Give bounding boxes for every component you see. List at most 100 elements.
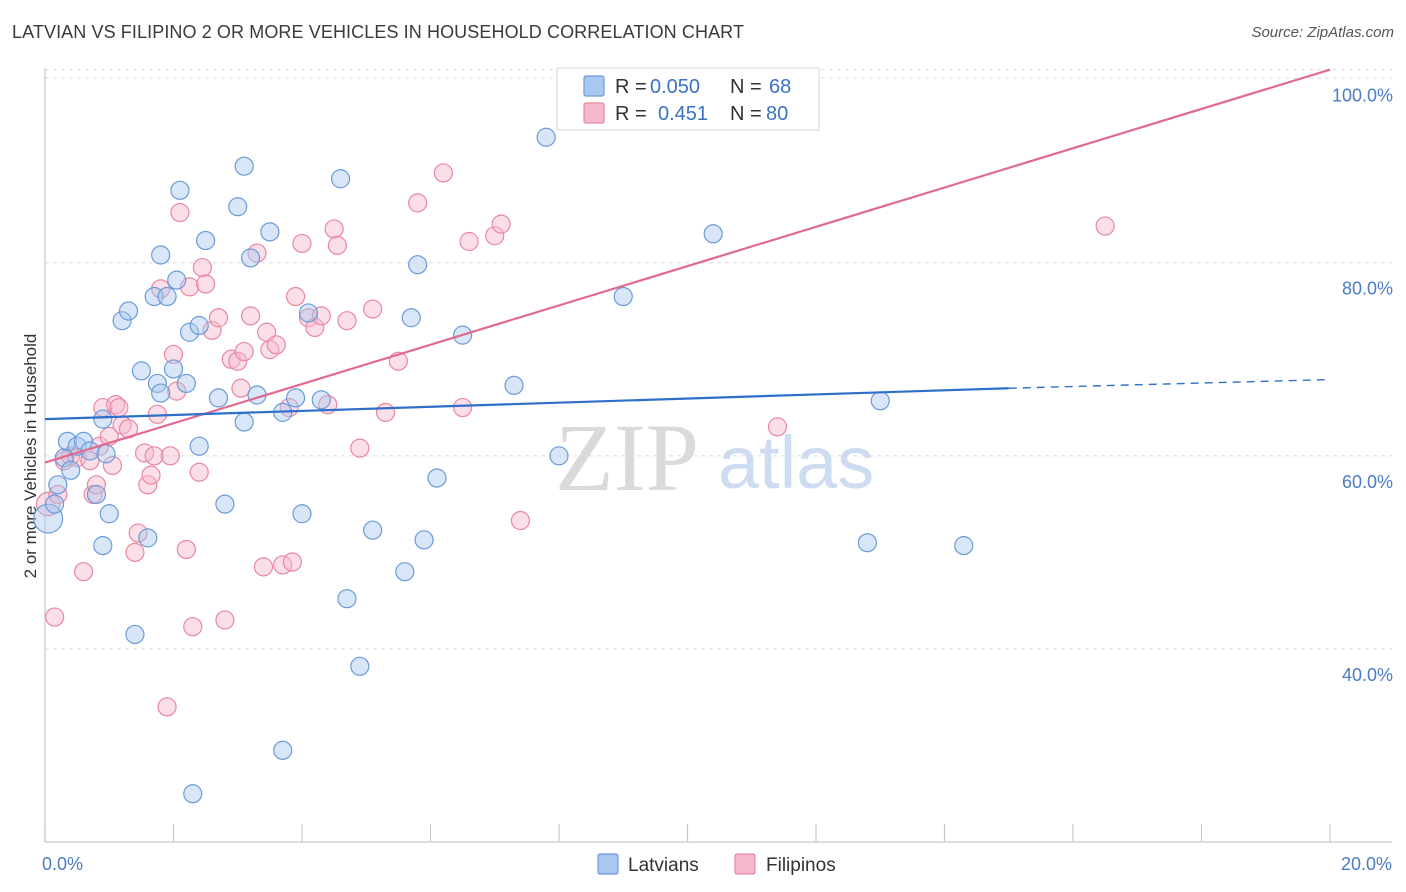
y-tick-label-100: 100.0% (1332, 86, 1393, 106)
latvian-point (45, 494, 65, 514)
latvian-point (330, 169, 351, 189)
filipino-point (337, 311, 357, 331)
latvian-point (857, 533, 878, 553)
filipino-point (241, 306, 261, 326)
latvian-point (234, 156, 254, 176)
legend-series: Latvians Filipinos (597, 853, 836, 876)
filipino-point (176, 539, 196, 560)
latvian-point (350, 656, 370, 676)
filipino-point (228, 351, 248, 371)
latvian-point (298, 303, 319, 323)
filipino-point (189, 462, 209, 482)
latvian-point (363, 520, 383, 540)
filipino-point (45, 607, 65, 627)
latvian-point (536, 127, 556, 147)
legend-filipino-n-label: N = (730, 103, 762, 125)
filipino-point (459, 231, 479, 252)
legend-filipino-r-value: 0.451 (658, 103, 708, 125)
filipino-point (144, 446, 164, 466)
watermark-zip: ZIP (555, 404, 699, 511)
watermark-atlas: atlas (718, 421, 874, 504)
latvian-point (196, 230, 216, 251)
filipino-point (73, 562, 94, 582)
legend-stats: R = 0.050 N = 68 R = 0.451 N = 80 (556, 67, 820, 131)
latvian-point (260, 222, 280, 242)
latvian-point (86, 484, 107, 505)
filipino-point (157, 697, 177, 717)
latvian-point (189, 315, 209, 336)
latvian-point (311, 390, 331, 410)
latvian-point (48, 475, 68, 495)
filipino-point (109, 397, 129, 418)
filipino-point (324, 219, 344, 239)
legend-swatch-latvian (583, 75, 605, 97)
filipino-point (208, 308, 229, 328)
y-axis-tick-labels: 40.0% 60.0% 80.0% 100.0% (1332, 86, 1393, 685)
filipino-point (282, 552, 302, 572)
x-tick-label-max: 20.0% (1341, 854, 1392, 874)
latvian-point (414, 530, 434, 550)
legend-bottom-filipinos: Filipinos (766, 855, 836, 876)
filipino-point (363, 299, 383, 319)
latvian-point (292, 504, 312, 524)
latvian-point (337, 589, 357, 609)
latvian-point (93, 409, 113, 429)
latvian-point (241, 248, 261, 268)
filipino-point (433, 163, 453, 183)
latvian-point (870, 391, 890, 411)
latvian-point (395, 562, 415, 582)
latvian-point (215, 494, 235, 514)
latvian-point (118, 301, 139, 321)
filipino-point (183, 617, 203, 637)
latvian-point (703, 224, 723, 244)
filipino-point (253, 557, 274, 577)
filipino-point (1095, 216, 1115, 236)
latvian-point (273, 740, 293, 760)
latvian-point (208, 388, 229, 408)
latvian-point (163, 359, 184, 379)
legend-latvian-r-value: 0.050 (650, 76, 700, 98)
filipino-point (141, 465, 161, 485)
y-tick-label-60: 60.0% (1342, 472, 1393, 492)
latvian-point (613, 286, 633, 307)
filipino-point (234, 341, 254, 362)
filipino-trend-line (44, 68, 1331, 464)
filipino-point (327, 235, 347, 255)
watermark: ZIP atlas (555, 404, 874, 511)
latvian-point (57, 431, 78, 451)
latvian-point (131, 361, 151, 381)
latvian-point (549, 446, 569, 466)
latvian-point (285, 388, 306, 408)
trend-lines (44, 68, 1331, 464)
filipino-point (163, 344, 184, 365)
latvian-point (138, 528, 158, 548)
filipino-point (510, 510, 531, 531)
latvian-point (189, 436, 209, 456)
filipino-point (202, 320, 222, 340)
latvian-point (112, 311, 132, 331)
latvian-point (408, 255, 428, 275)
filipino-point (86, 475, 107, 495)
latvian-point (183, 784, 203, 804)
filipino-point (80, 451, 100, 471)
filipino-point (215, 610, 235, 630)
filipino-point (196, 274, 216, 294)
filipino-point (453, 397, 473, 418)
filipino-point (102, 455, 123, 476)
x-axis-ticks (44, 824, 1331, 842)
filipino-point (350, 438, 370, 458)
filipino-point (128, 523, 148, 543)
filipino-point (192, 257, 213, 278)
legend-latvian-n-value: 68 (769, 76, 791, 98)
legend-filipino-r-label: R = (615, 103, 647, 125)
latvian-point (504, 375, 524, 395)
latvian-point (427, 468, 447, 488)
y-tick-label-40: 40.0% (1342, 665, 1393, 685)
latvian-point (61, 460, 81, 480)
chart-title: LATVIAN VS FILIPINO 2 OR MORE VEHICLES I… (12, 22, 745, 42)
x-tick-label-min: 0.0% (42, 854, 83, 874)
legend-latvian-r-label: R = (615, 76, 647, 98)
legend-bottom-latvians: Latvians (628, 855, 699, 876)
legend-latvian-n-label: N = (730, 76, 762, 98)
filipino-point (285, 286, 306, 307)
